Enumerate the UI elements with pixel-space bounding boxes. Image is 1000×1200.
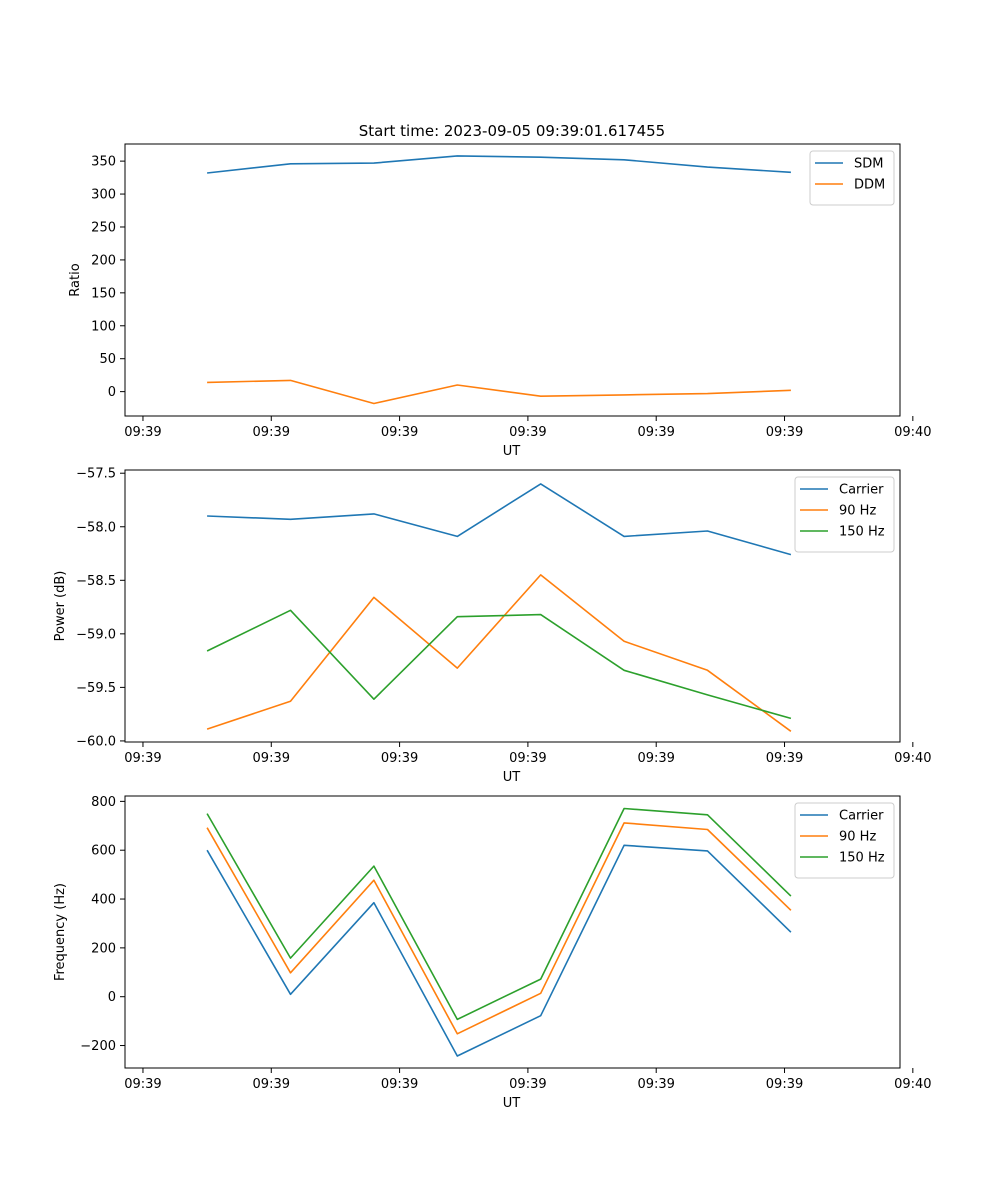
series-line-carrier — [206, 844, 792, 1057]
legend-frame — [794, 476, 895, 553]
legend: Carrier 90 Hz 150 Hz — [794, 802, 895, 879]
y-tick-label: 0 — [108, 385, 116, 400]
x-tick-label: 09:39 — [766, 1077, 803, 1092]
x-tick-label: 09:39 — [253, 425, 290, 440]
x-tick-label: 09:39 — [124, 425, 161, 440]
y-tick-label: −60.0 — [76, 734, 116, 749]
legend-label: Carrier — [839, 483, 884, 498]
x-tick-label: 09:39 — [253, 751, 290, 766]
legend-label: 90 Hz — [839, 504, 876, 519]
legend-label: SDM — [854, 157, 883, 172]
legend-frame — [794, 802, 895, 879]
y-tick-label: 300 — [91, 188, 116, 203]
x-axis-label: UT — [503, 1096, 521, 1111]
y-tick-label: −58.5 — [76, 574, 116, 589]
legend-label: Carrier — [839, 809, 884, 824]
y-tick-label: −200 — [80, 1039, 116, 1054]
series-line-sdm — [207, 155, 791, 174]
y-tick-label: 200 — [91, 253, 116, 268]
series-line-150-hz — [206, 807, 792, 1021]
subplot-1: 09:39 09:39 09:39 09:39 09:39 09:39 09:40 0 50 10… — [68, 143, 932, 459]
y-tick-label: −58.0 — [76, 520, 116, 535]
x-tick-label: 09:39 — [766, 751, 803, 766]
y-tick-label: 50 — [99, 352, 116, 367]
y-tick-label: 800 — [91, 795, 116, 810]
y-tick-label: 150 — [91, 286, 116, 301]
subplot-2: 09:39 09:39 09:39 09:39 09:39 09:39 09:40 −60.0… — [53, 467, 932, 785]
legend-label: 150 Hz — [839, 525, 885, 540]
plot-area-frame — [124, 469, 901, 743]
x-tick-label: 09:40 — [894, 1077, 931, 1092]
legend: Carrier 90 Hz 150 Hz — [794, 476, 895, 553]
plot-area-frame — [124, 795, 901, 1069]
x-tick-label: 09:39 — [637, 751, 674, 766]
y-tick-label: 100 — [91, 319, 116, 334]
figure-title: Start time: 2023-09-05 09:39:01.617455 — [359, 122, 665, 140]
y-tick-label: 0 — [108, 990, 116, 1005]
subplot-3: 09:39 09:39 09:39 09:39 09:39 09:39 09:40 −200 0… — [53, 795, 932, 1111]
y-axis-label: Power (dB) — [53, 571, 68, 642]
legend-label: DDM — [854, 178, 885, 193]
x-tick-label: 09:40 — [894, 425, 931, 440]
x-tick-label: 09:39 — [381, 751, 418, 766]
y-tick-label: 350 — [91, 155, 116, 170]
y-tick-label: −59.5 — [76, 681, 116, 696]
x-tick-label: 09:39 — [509, 1077, 546, 1092]
plot-area-frame — [124, 143, 901, 417]
legend-label: 150 Hz — [839, 851, 885, 866]
x-axis-label: UT — [503, 770, 521, 785]
x-tick-label: 09:39 — [381, 425, 418, 440]
x-tick-label: 09:40 — [894, 751, 931, 766]
series-line-90-hz — [206, 822, 792, 1035]
legend: SDM DDM — [809, 150, 895, 206]
x-tick-label: 09:39 — [637, 1077, 674, 1092]
y-axis-label: Frequency (Hz) — [53, 883, 68, 981]
legend-label: 90 Hz — [839, 830, 876, 845]
y-tick-label: −57.5 — [76, 467, 116, 482]
series-line-150-hz — [206, 609, 792, 720]
x-tick-label: 09:39 — [124, 751, 161, 766]
x-tick-label: 09:39 — [509, 751, 546, 766]
y-tick-label: 250 — [91, 220, 116, 235]
legend-frame — [809, 150, 895, 206]
y-tick-label: −59.0 — [76, 627, 116, 642]
x-tick-label: 09:39 — [253, 1077, 290, 1092]
x-axis-label: UT — [503, 444, 521, 459]
y-axis-label: Ratio — [68, 263, 83, 296]
y-tick-label: 200 — [91, 941, 116, 956]
y-tick-label: 600 — [91, 844, 116, 859]
x-tick-label: 09:39 — [509, 425, 546, 440]
series-line-90-hz — [206, 574, 792, 732]
series-line-ddm — [207, 379, 791, 405]
x-tick-label: 09:39 — [381, 1077, 418, 1092]
x-tick-label: 09:39 — [766, 425, 803, 440]
x-tick-label: 09:39 — [124, 1077, 161, 1092]
x-tick-label: 09:39 — [637, 425, 674, 440]
y-tick-label: 400 — [91, 893, 116, 908]
series-line-carrier — [207, 483, 792, 556]
